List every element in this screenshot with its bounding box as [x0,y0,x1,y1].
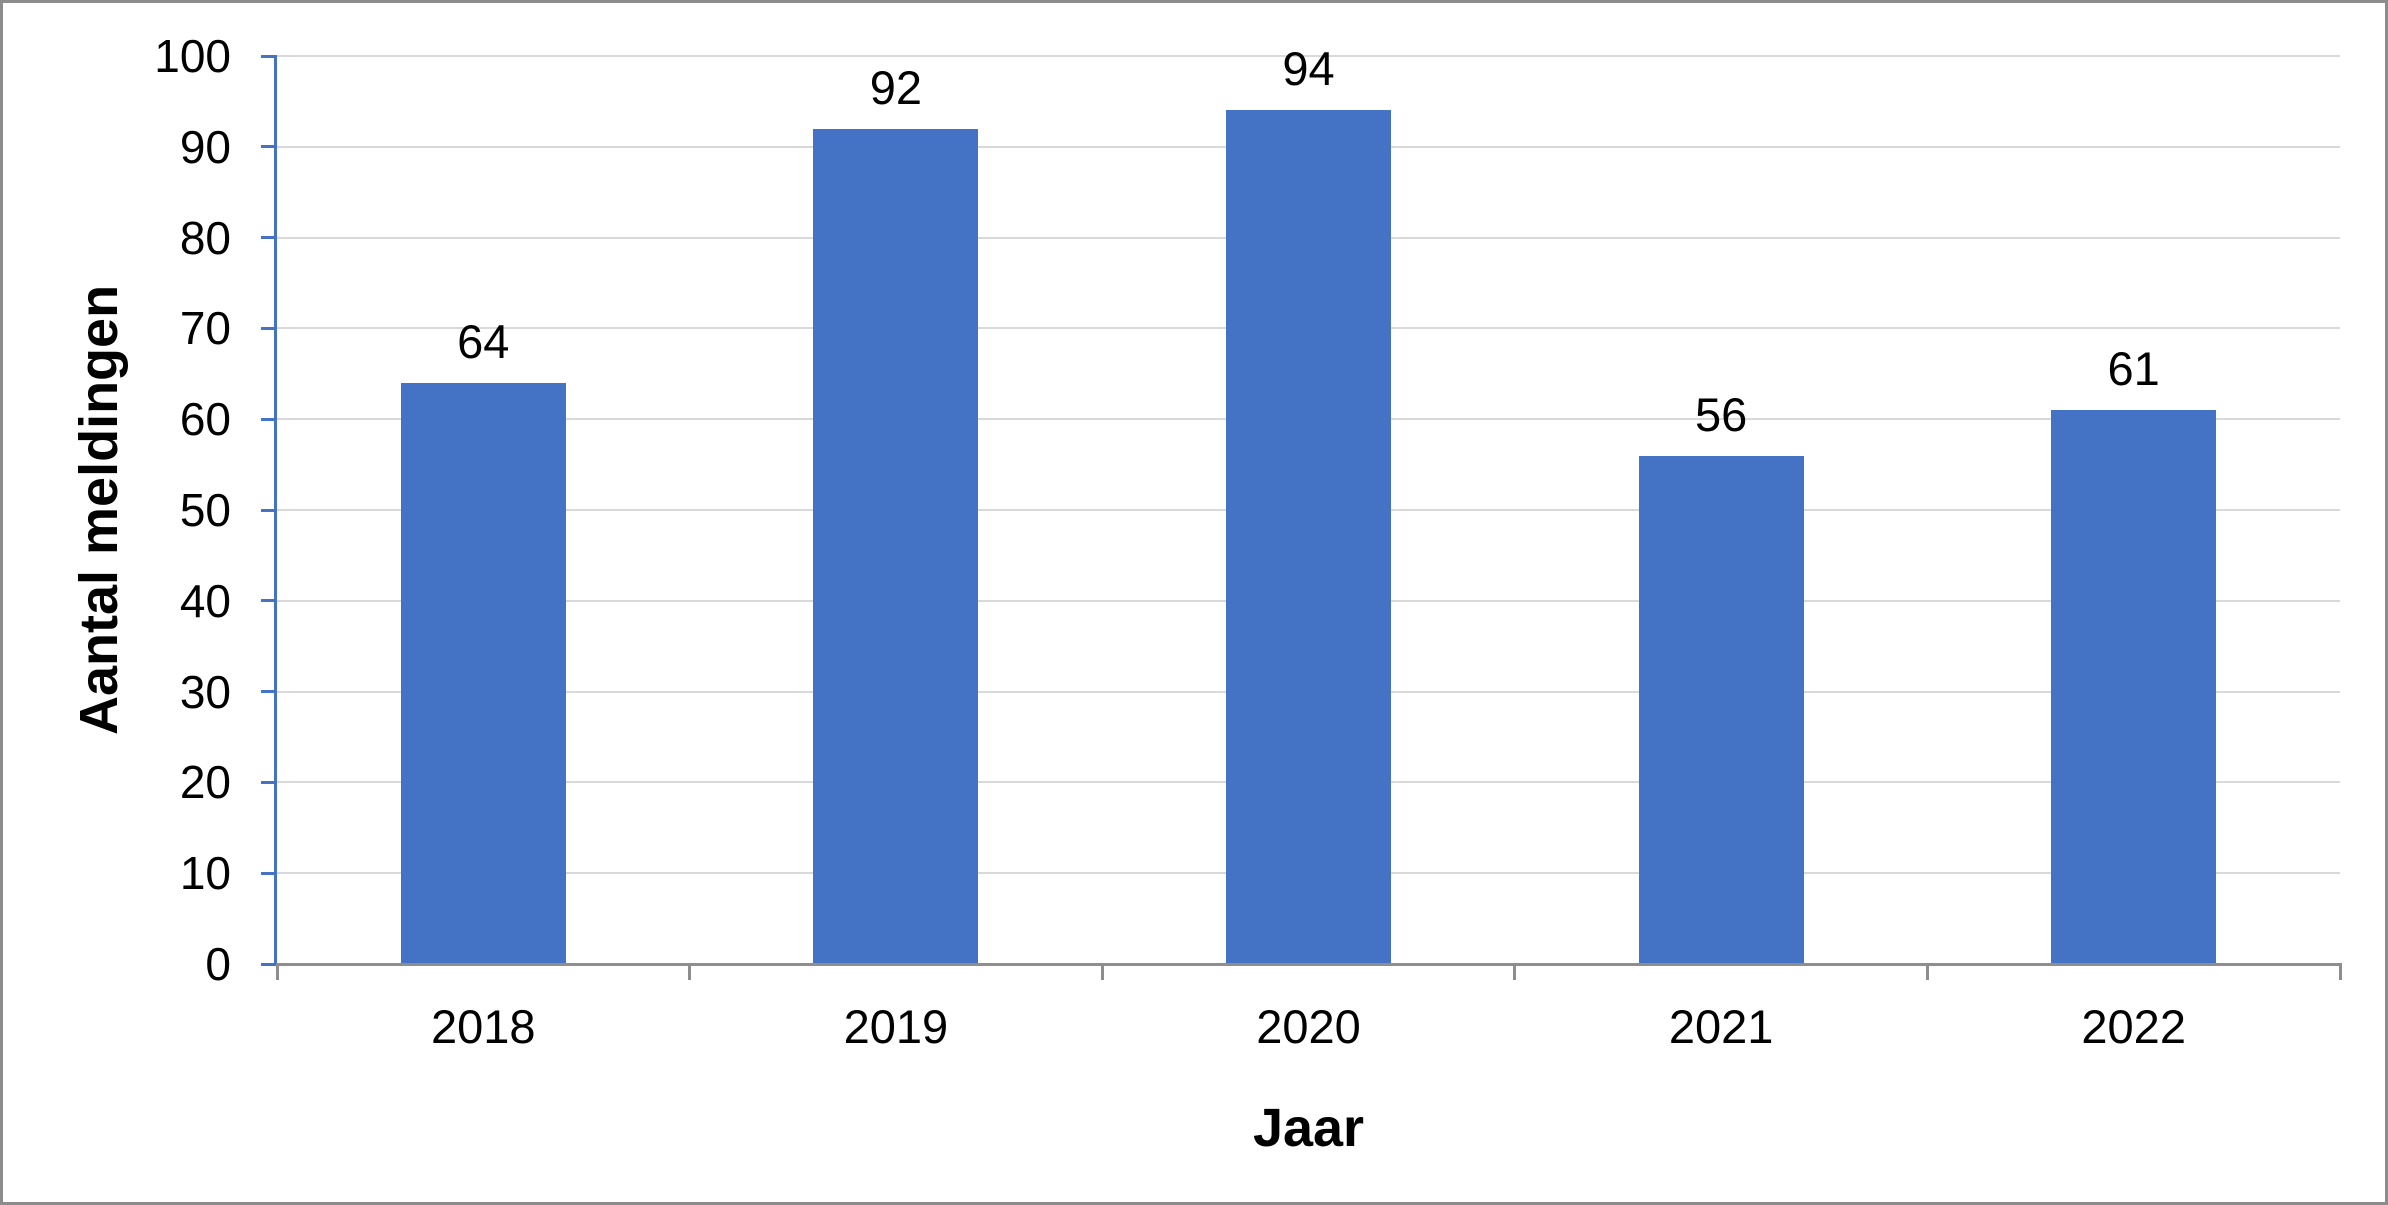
y-tick [261,780,277,784]
bar-2022 [2051,410,2217,964]
y-tick [261,145,277,149]
x-category-label: 2018 [431,1000,536,1053]
x-category-label: 2021 [1668,1000,1774,1053]
y-tick-label: 20 [179,756,231,809]
bar-2020 [1226,110,1391,964]
y-tick-label: 70 [179,302,231,355]
x-tick [1513,963,1517,980]
y-tick [261,417,277,421]
y-tick [261,962,277,966]
x-axis-line [277,963,2340,966]
y-tick-label: 40 [179,574,231,627]
x-tick [1925,963,1929,980]
y-tick [261,236,277,240]
bar-value-label: 56 [1694,387,1748,441]
y-tick-label: 10 [179,847,231,900]
bar-value-label: 64 [457,314,510,368]
x-tick [2338,963,2342,980]
bar-2018 [400,382,566,964]
x-tick [1100,963,1104,980]
x-tick [275,963,279,980]
y-tick-label: 100 [154,30,231,82]
x-tick [688,963,692,980]
bar-value-label: 94 [1282,42,1335,96]
plot-area [277,55,2340,964]
x-category-label: 2019 [843,1000,949,1053]
y-tick [261,599,277,603]
gridline [277,55,2340,57]
y-axis-title: Aantal meldingen [69,284,129,736]
y-tick [261,326,277,330]
bar-2019 [813,128,979,964]
bar-value-label: 61 [2107,342,2160,396]
y-tick [261,690,277,694]
x-category-label: 2020 [1256,1000,1361,1053]
y-tick-label: 30 [179,665,231,718]
y-tick [261,54,277,58]
y-tick-label: 60 [179,393,231,446]
x-category-label: 2022 [2081,1000,2186,1053]
bar-value-label: 92 [869,60,923,114]
x-axis-title: Jaar [1252,1098,1365,1158]
bar-2021 [1638,455,1804,964]
y-tick-label: 0 [205,938,231,990]
y-tick [261,871,277,875]
y-tick [261,508,277,512]
y-tick-label: 80 [179,211,231,264]
y-tick-label: 50 [179,484,231,536]
y-tick-label: 90 [179,120,231,173]
